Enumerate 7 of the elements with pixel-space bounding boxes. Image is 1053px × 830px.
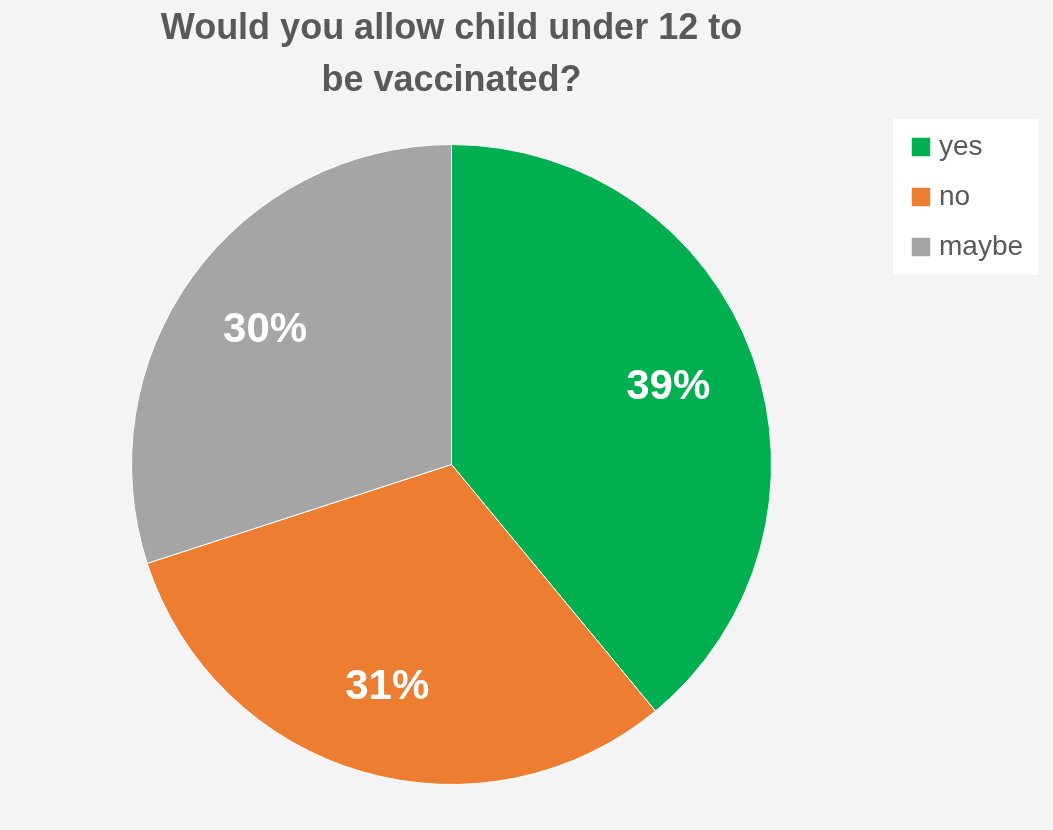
data-label: 30% — [223, 304, 308, 352]
legend-label: yes — [939, 130, 983, 161]
data-label: 39% — [626, 361, 711, 409]
legend-label: no — [939, 180, 971, 211]
legend-label: maybe — [939, 230, 1024, 261]
chart-title: Would you allow child under 12 to be vaccinated? — [160, 6, 743, 99]
data-label: 31% — [345, 660, 430, 708]
